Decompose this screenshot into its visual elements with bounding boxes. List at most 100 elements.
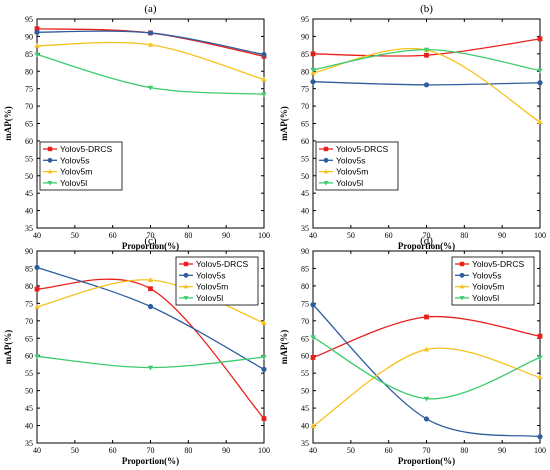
y-tick-label: 70: [25, 317, 33, 326]
legend-marker: [459, 272, 465, 278]
data-point-yolov5l: [423, 396, 430, 402]
x-tick-label: 90: [498, 231, 506, 240]
legend-marker: [323, 157, 329, 163]
legend-entry: Yolov5l: [472, 293, 499, 303]
x-tick-label: 80: [184, 446, 192, 455]
legend-marker: [323, 146, 329, 152]
y-tick-label: 80: [25, 282, 33, 291]
y-tick-label: 50: [301, 387, 309, 396]
data-point-yolov5s: [261, 51, 267, 58]
y-tick-label: 80: [25, 67, 33, 76]
y-tick-label: 90: [25, 247, 33, 256]
x-tick-label: 60: [109, 231, 117, 240]
x-tick-label: 50: [347, 231, 355, 240]
x-tick-label: 40: [33, 446, 41, 455]
x-tick-label: 90: [222, 446, 230, 455]
x-axis-label: Proportion(%): [122, 241, 179, 251]
panel-title: (d): [420, 235, 433, 247]
panel-title: (a): [144, 3, 157, 15]
x-tick-label: 50: [71, 446, 79, 455]
y-tick-label: 60: [301, 137, 309, 146]
y-tick-label: 35: [301, 439, 309, 448]
y-tick-label: 85: [25, 50, 33, 59]
y-tick-label: 65: [301, 120, 309, 129]
x-tick-label: 70: [147, 231, 155, 240]
data-point-yolov5-drcs: [261, 416, 267, 421]
data-point-yolov5l: [261, 92, 267, 98]
x-tick-label: 70: [147, 446, 155, 455]
data-point-yolov5l: [310, 335, 316, 341]
legend-box: [175, 256, 259, 306]
data-point-yolov5s: [537, 434, 543, 440]
legend-entry: Yolov5m: [196, 282, 228, 292]
data-point-yolov5m: [423, 346, 430, 352]
y-tick-label: 35: [301, 224, 309, 233]
data-point-yolov5m: [537, 374, 543, 380]
data-point-yolov5s: [423, 416, 430, 422]
y-tick-label: 70: [25, 102, 33, 111]
x-tick-label: 100: [258, 446, 270, 455]
y-tick-label: 35: [25, 439, 33, 448]
x-tick-label: 70: [423, 231, 431, 240]
y-tick-label: 85: [301, 50, 309, 59]
x-tick-label: 80: [184, 231, 192, 240]
y-tick-label: 90: [301, 32, 309, 41]
y-axis-label: mAP(%): [279, 330, 289, 365]
x-tick-label: 40: [33, 231, 41, 240]
x-tick-label: 80: [460, 446, 468, 455]
data-point-yolov5m: [34, 303, 40, 309]
data-point-yolov5m: [537, 119, 543, 125]
legend-entry: Yolov5s: [336, 155, 365, 165]
legend-marker: [47, 146, 53, 152]
y-tick-label: 40: [301, 422, 309, 431]
x-tick-label: 100: [258, 231, 270, 240]
chart-panel-2: (c)40 50 60 70 80 90 1003540455055606570758085…: [3, 235, 270, 466]
y-tick-label: 70: [301, 317, 309, 326]
x-tick-label: 40: [309, 231, 317, 240]
x-tick-label: 40: [309, 446, 317, 455]
x-tick-label: 50: [347, 446, 355, 455]
data-point-yolov5m: [147, 277, 154, 282]
legend-box: [39, 141, 123, 191]
y-tick-label: 60: [301, 352, 309, 361]
data-point-yolov5l: [423, 47, 430, 53]
legend-entry: Yolov5-DRCS: [60, 144, 112, 154]
x-tick-label: 70: [423, 446, 431, 455]
y-tick-label: 55: [25, 154, 33, 163]
y-tick-label: 95: [301, 15, 309, 24]
y-tick-label: 95: [25, 15, 33, 24]
legend-entry: Yolov5m: [336, 167, 368, 177]
legend-marker: [323, 168, 329, 174]
data-point-yolov5l: [147, 85, 154, 91]
data-point-yolov5l: [34, 354, 40, 360]
x-axis-label: Proportion(%): [398, 456, 455, 466]
y-tick-label: 50: [25, 172, 33, 181]
x-axis-label: Proportion(%): [122, 456, 179, 466]
legend-entry: Yolov5-DRCS: [472, 259, 524, 269]
chart-panel-1: (b)40 50 60 70 80 90 1003540455055606570758085…: [279, 3, 546, 251]
x-tick-label: 100: [534, 231, 546, 240]
panel-title: (b): [420, 3, 433, 15]
panel-title: (c): [144, 235, 157, 247]
x-tick-label: 90: [498, 446, 506, 455]
y-tick-label: 85: [301, 264, 309, 273]
legend-marker: [47, 157, 53, 163]
chart-panel-0: (a)40 50 60 70 80 90 1003540455055606570758085…: [3, 3, 270, 251]
legend-entry: Yolov5l: [336, 178, 363, 188]
data-point-yolov5-drcs: [34, 286, 40, 292]
data-point-yolov5-drcs: [424, 314, 429, 320]
y-tick-label: 75: [301, 299, 309, 308]
legend-marker: [183, 261, 189, 267]
data-point-yolov5m: [310, 423, 316, 429]
data-point-yolov5-drcs: [310, 355, 316, 360]
legend-marker: [323, 181, 329, 186]
y-tick-label: 45: [25, 189, 33, 198]
y-tick-label: 40: [25, 422, 33, 431]
legend-entry: Yolov5m: [472, 282, 504, 292]
x-tick-label: 60: [385, 446, 393, 455]
data-point-yolov5s: [310, 302, 316, 308]
legend-marker: [183, 283, 189, 289]
